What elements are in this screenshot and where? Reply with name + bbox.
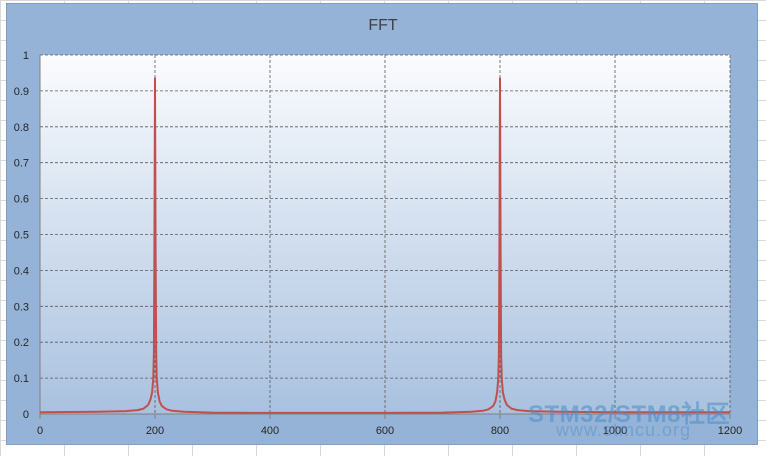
y-tick-label: 1 bbox=[23, 50, 29, 62]
series-line-0 bbox=[39, 77, 730, 414]
y-tick-label: 0.1 bbox=[14, 373, 29, 385]
y-tick-label: 0.8 bbox=[14, 122, 29, 134]
x-tick-label: 600 bbox=[376, 425, 394, 437]
x-tick-label: 1200 bbox=[718, 425, 742, 437]
x-tick-label: 200 bbox=[146, 425, 164, 437]
y-tick-label: 0.7 bbox=[14, 158, 29, 170]
y-tick-label: 0.9 bbox=[14, 86, 29, 98]
series-layer bbox=[39, 77, 730, 414]
watermark-url: www.stmcu.org bbox=[556, 420, 692, 440]
axes bbox=[39, 55, 731, 419]
tick-labels: 0 0.1 0.2 0.3 0.4 0.5 0.6 0.7 0.8 0.9 1 0 200 400 600 8… bbox=[14, 50, 743, 437]
y-tick-label: 0.3 bbox=[14, 301, 29, 313]
chart-title: FFT bbox=[368, 17, 398, 34]
x-tick-label: 0 bbox=[37, 425, 43, 437]
y-tick-label: 0.2 bbox=[14, 337, 29, 349]
x-tick-label: 800 bbox=[491, 425, 509, 437]
y-tick-label: 0 bbox=[23, 409, 29, 421]
x-tick-label: 400 bbox=[261, 425, 279, 437]
y-tick-label: 0.6 bbox=[14, 194, 29, 206]
x-tick-label: 1000 bbox=[603, 425, 627, 437]
y-tick-label: 0.4 bbox=[14, 265, 29, 277]
watermark-brand: STM32/STM8社区 bbox=[528, 401, 731, 428]
y-tick-label: 0.5 bbox=[14, 230, 29, 242]
